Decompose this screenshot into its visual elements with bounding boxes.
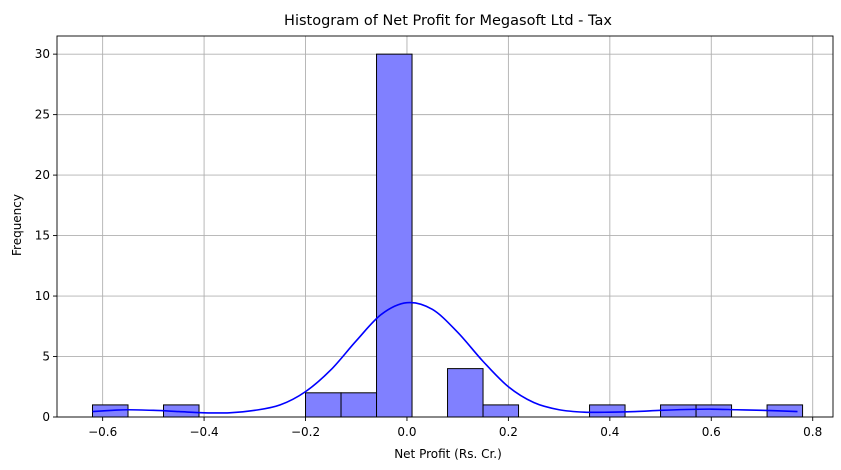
histogram-bar-4 [376,53,413,418]
x-tick-label-6: 0.6 [702,425,721,439]
y-tick-label-5: 25 [35,108,50,122]
plot-frame [56,35,834,418]
y-tick-label-2: 10 [35,289,50,303]
kde-curve [92,301,798,414]
x-tick-label-5: 0.4 [600,425,619,439]
x-axis-ticks: −0.6 −0.4 −0.2 0.0 0.2 0.4 0.6 0.8 [88,417,822,439]
y-tick-label-1: 5 [42,350,50,364]
histogram-bar-3 [340,392,378,418]
y-tick-label-0: 0 [42,410,50,424]
x-tick-label-0: −0.6 [88,425,117,439]
y-tick-label-6: 30 [35,47,50,61]
histogram-bar-5 [447,368,484,418]
histogram-bar-8 [660,404,697,418]
histogram-bar-7 [589,404,626,418]
histogram-bar-6 [482,404,520,418]
x-tick-label-3: 0.0 [397,425,416,439]
chart-title: Histogram of Net Profit for Megasoft Ltd… [284,13,612,29]
x-tick-label-2: −0.2 [291,425,320,439]
histogram-bar-2 [305,392,342,418]
grid [57,36,833,418]
histogram-bar-9 [695,404,733,418]
y-axis-label: Frequency [10,194,24,256]
y-axis-ticks: 0 5 10 15 20 25 30 [35,47,57,424]
y-tick-label-3: 15 [35,229,50,243]
x-tick-label-1: −0.4 [190,425,219,439]
y-tick-label-4: 20 [35,168,50,182]
x-tick-label-4: 0.2 [499,425,518,439]
x-tick-label-7: 0.8 [803,425,822,439]
x-axis-label: Net Profit (Rs. Cr.) [394,447,502,461]
